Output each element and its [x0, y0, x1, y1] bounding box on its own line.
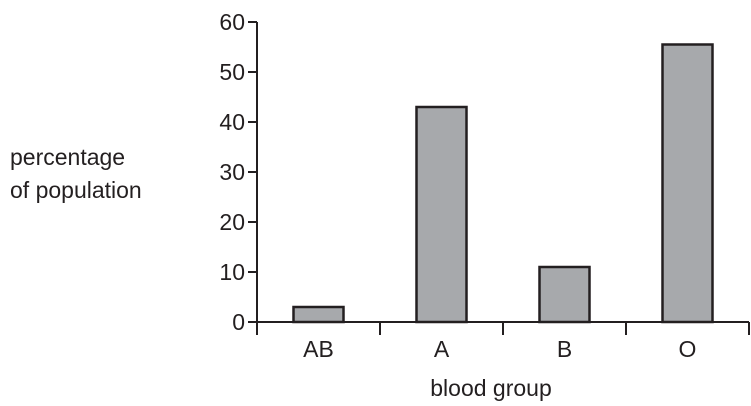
y-axis-title-line-2: of population — [10, 177, 142, 203]
x-tick-label: B — [557, 336, 572, 362]
bar — [538, 265, 591, 324]
x-tick-label: O — [679, 336, 697, 362]
x-tick-label: AB — [303, 336, 334, 362]
y-axis-title-line-1: percentage — [10, 144, 125, 170]
y-tick-label: 30 — [219, 159, 245, 185]
y-tick-label: 0 — [232, 309, 245, 335]
y-tick-label: 40 — [219, 109, 245, 135]
y-tick-label: 60 — [219, 9, 245, 35]
bar — [415, 105, 468, 324]
y-tick-label: 50 — [219, 59, 245, 85]
x-tick-label: A — [434, 336, 450, 362]
x-axis-title: blood group — [430, 375, 552, 401]
y-tick-label: 20 — [219, 209, 245, 235]
y-tick-label: 10 — [219, 259, 245, 285]
bars — [292, 43, 714, 324]
bar — [661, 43, 714, 324]
bar — [292, 305, 345, 324]
y-axis: 0 10 20 30 40 50 60 — [219, 9, 258, 335]
x-axis: AB A B O — [256, 321, 750, 362]
